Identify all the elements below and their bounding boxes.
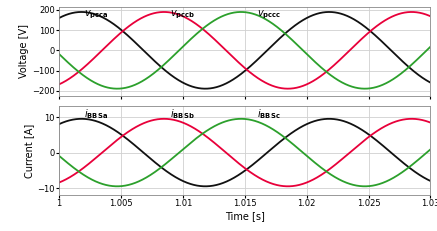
Text: $\mathbf{\mathit{v}_{pccc}}$: $\mathbf{\mathit{v}_{pccc}}$ [257, 8, 281, 21]
X-axis label: Time [s]: Time [s] [225, 211, 265, 221]
Y-axis label: Current [A]: Current [A] [24, 124, 35, 178]
Text: $\mathbf{\mathit{v}_{pcca}}$: $\mathbf{\mathit{v}_{pcca}}$ [84, 8, 108, 21]
Text: $\mathbf{\mathit{v}_{pccb}}$: $\mathbf{\mathit{v}_{pccb}}$ [170, 8, 196, 21]
Text: $\mathbf{\mathit{i}_{BBSb}}$: $\mathbf{\mathit{i}_{BBSb}}$ [170, 107, 195, 121]
Text: $\mathbf{\mathit{i}_{BBSc}}$: $\mathbf{\mathit{i}_{BBSc}}$ [257, 107, 281, 121]
Y-axis label: Voltage [V]: Voltage [V] [19, 24, 29, 78]
Text: $\mathbf{\mathit{i}_{BBSa}}$: $\mathbf{\mathit{i}_{BBSa}}$ [84, 107, 108, 121]
